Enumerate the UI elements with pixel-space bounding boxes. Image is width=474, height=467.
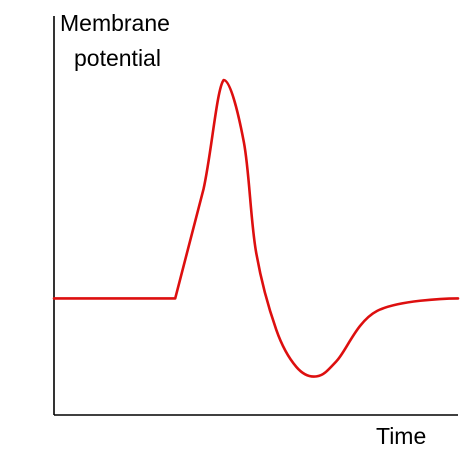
membrane-potential-curve bbox=[52, 78, 460, 378]
y-axis-label-line-1: Membrane bbox=[60, 10, 170, 36]
x-axis-label: Time bbox=[376, 423, 426, 449]
y-axis-label-line-2: potential bbox=[74, 45, 161, 71]
plot-area bbox=[52, 16, 460, 416]
